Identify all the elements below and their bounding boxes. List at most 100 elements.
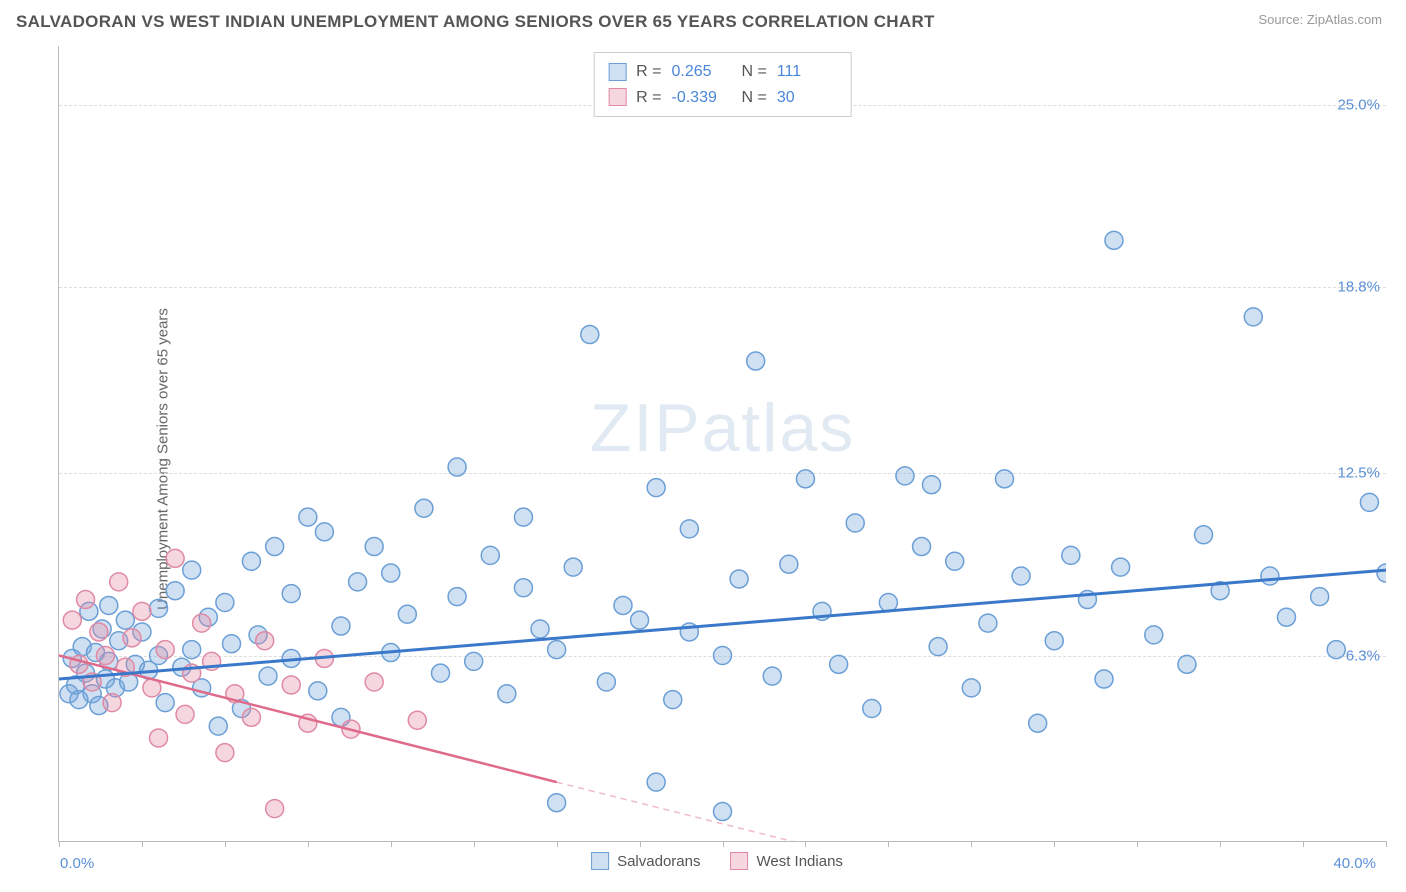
data-point xyxy=(63,611,81,629)
data-point xyxy=(332,617,350,635)
data-point xyxy=(166,549,184,567)
data-point xyxy=(597,673,615,691)
data-point xyxy=(548,794,566,812)
data-point xyxy=(133,602,151,620)
x-tick xyxy=(1386,841,1387,847)
data-point xyxy=(90,623,108,641)
x-tick xyxy=(474,841,475,847)
data-point xyxy=(150,729,168,747)
data-point xyxy=(1112,558,1130,576)
swatch-westindians-bottom xyxy=(730,852,748,870)
data-point xyxy=(1062,546,1080,564)
data-point xyxy=(1105,231,1123,249)
x-tick xyxy=(225,841,226,847)
data-point xyxy=(408,711,426,729)
trend-line xyxy=(59,656,557,783)
data-point xyxy=(1311,588,1329,606)
data-point xyxy=(995,470,1013,488)
legend-label-westindians: West Indians xyxy=(756,853,842,870)
data-point xyxy=(846,514,864,532)
data-point xyxy=(309,682,327,700)
chart-title: SALVADORAN VS WEST INDIAN UNEMPLOYMENT A… xyxy=(16,12,935,32)
data-point xyxy=(830,655,848,673)
data-point xyxy=(116,611,134,629)
data-point xyxy=(448,458,466,476)
x-tick xyxy=(723,841,724,847)
swatch-salvadorans-bottom xyxy=(591,852,609,870)
data-point xyxy=(714,647,732,665)
data-point xyxy=(382,564,400,582)
data-point xyxy=(96,647,114,665)
data-point xyxy=(714,803,732,821)
data-point xyxy=(183,561,201,579)
legend-item-westindians: West Indians xyxy=(730,852,842,870)
data-point xyxy=(259,667,277,685)
data-point xyxy=(299,508,317,526)
data-point xyxy=(1195,526,1213,544)
data-point xyxy=(103,694,121,712)
data-point xyxy=(216,744,234,762)
trend-line xyxy=(557,782,955,841)
data-point xyxy=(923,476,941,494)
x-tick xyxy=(391,841,392,847)
data-point xyxy=(481,546,499,564)
data-point xyxy=(564,558,582,576)
data-point xyxy=(747,352,765,370)
data-point xyxy=(110,573,128,591)
data-point xyxy=(548,641,566,659)
x-tick xyxy=(1220,841,1221,847)
r-value-salvadorans: 0.265 xyxy=(672,59,732,85)
data-point xyxy=(763,667,781,685)
data-point xyxy=(365,673,383,691)
legend-bottom: Salvadorans West Indians xyxy=(591,852,843,870)
n-label: N = xyxy=(742,59,767,85)
chart-container: Unemployment Among Seniors over 65 years… xyxy=(48,46,1386,872)
data-point xyxy=(1377,564,1386,582)
data-point xyxy=(1277,608,1295,626)
x-tick xyxy=(888,841,889,847)
data-point xyxy=(796,470,814,488)
data-point xyxy=(780,555,798,573)
data-point xyxy=(100,596,118,614)
data-point xyxy=(150,599,168,617)
data-point xyxy=(1360,493,1378,511)
legend-item-salvadorans: Salvadorans xyxy=(591,852,700,870)
data-point xyxy=(1261,567,1279,585)
stats-row-salvadorans: R = 0.265 N = 111 xyxy=(608,59,837,85)
r-value-westindians: -0.339 xyxy=(672,85,732,111)
data-point xyxy=(1012,567,1030,585)
data-point xyxy=(415,499,433,517)
data-point xyxy=(664,691,682,709)
legend-label-salvadorans: Salvadorans xyxy=(617,853,700,870)
data-point xyxy=(77,591,95,609)
data-point xyxy=(863,700,881,718)
r-label: R = xyxy=(636,59,661,85)
data-point xyxy=(581,326,599,344)
data-point xyxy=(647,479,665,497)
source-label: Source: ZipAtlas.com xyxy=(1258,12,1382,27)
n-value-salvadorans: 111 xyxy=(777,59,837,85)
x-tick xyxy=(557,841,558,847)
data-point xyxy=(209,717,227,735)
data-point xyxy=(946,552,964,570)
data-point xyxy=(365,538,383,556)
data-point xyxy=(242,552,260,570)
x-tick xyxy=(640,841,641,847)
data-point xyxy=(531,620,549,638)
data-point xyxy=(166,582,184,600)
swatch-salvadorans xyxy=(608,63,626,81)
data-point xyxy=(349,573,367,591)
data-point xyxy=(183,641,201,659)
n-value-westindians: 30 xyxy=(777,85,837,111)
data-point xyxy=(432,664,450,682)
data-point xyxy=(896,467,914,485)
data-point xyxy=(879,594,897,612)
x-tick xyxy=(971,841,972,847)
data-point xyxy=(315,523,333,541)
data-point xyxy=(156,694,174,712)
data-point xyxy=(979,614,997,632)
data-point xyxy=(156,641,174,659)
data-point xyxy=(1178,655,1196,673)
data-point xyxy=(680,520,698,538)
swatch-westindians xyxy=(608,88,626,106)
